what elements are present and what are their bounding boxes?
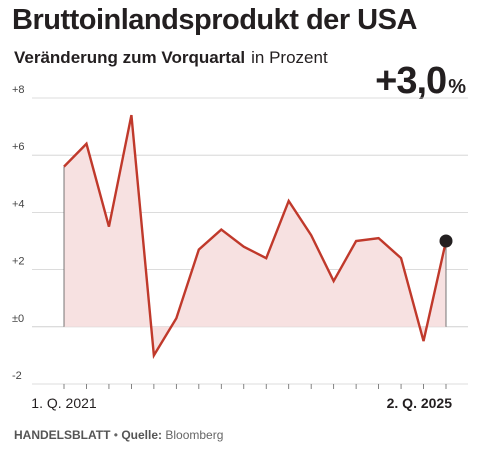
y-tick-label: +2: [12, 256, 25, 268]
y-tick-label: +6: [12, 141, 25, 153]
subtitle-unit: in Prozent: [251, 48, 328, 67]
footer-source: Bloomberg: [165, 428, 224, 442]
series-line: [63, 114, 448, 360]
y-tick-label: +8: [12, 84, 25, 96]
chart-title: Bruttoinlandsprodukt der USA: [12, 4, 417, 36]
chart-subtitle: Veränderung zum Vorquartal in Prozent: [14, 48, 328, 68]
footer-separator: •: [113, 428, 118, 442]
y-tick-label: ±0: [12, 313, 24, 325]
latest-value-number: +3,0: [375, 60, 447, 102]
subtitle-main: Veränderung zum Vorquartal: [14, 48, 246, 67]
footer-source-label: Quelle:: [121, 428, 163, 442]
latest-value-unit: %: [448, 76, 466, 98]
y-tick-label: -2: [12, 370, 22, 382]
footer-credits: HANDELSBLATT • Quelle: Bloomberg: [14, 428, 223, 442]
x-tick-label-last: 2. Q. 2025: [387, 395, 453, 411]
x-tick-label-first: 1. Q. 2021: [31, 395, 97, 411]
latest-data-point: [439, 234, 453, 248]
area-fill: [64, 115, 446, 356]
y-tick-label: +4: [12, 198, 25, 210]
latest-value-callout: +3,0%: [375, 60, 466, 103]
footer-brand: HANDELSBLATT: [14, 428, 111, 442]
